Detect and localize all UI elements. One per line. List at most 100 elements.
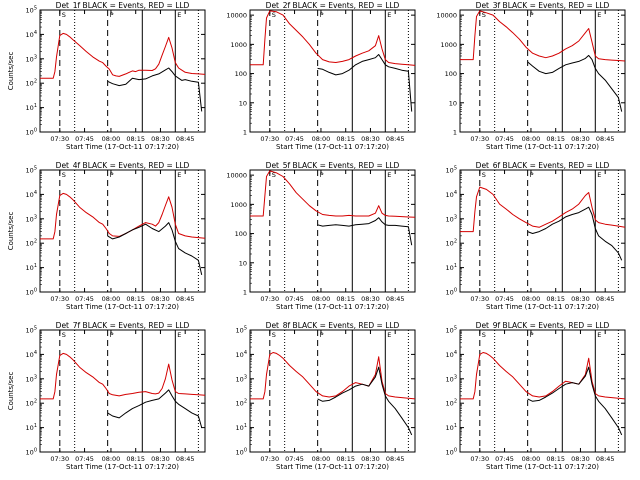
marker-letter: S	[482, 171, 486, 179]
plot-frame	[249, 169, 416, 293]
x-tick-label: 08:00	[312, 455, 331, 463]
marker-letter: E	[177, 331, 181, 339]
marker-letter: P	[320, 331, 324, 339]
x-tick-label: 07:45	[285, 135, 304, 143]
plot-frame	[39, 169, 206, 293]
series-line-events	[317, 217, 413, 246]
y-tick-label: 105	[446, 326, 457, 335]
y-tick-label: 103	[26, 54, 37, 63]
y-tick-label: 105	[26, 6, 37, 15]
marker-letter: S	[272, 11, 276, 19]
y-tick-label: 104	[236, 350, 247, 359]
x-tick-label: 08:30	[571, 455, 590, 463]
x-tick-label: 07:30	[470, 135, 489, 143]
x-tick-label: 07:45	[285, 455, 304, 463]
x-tick-label: 07:45	[285, 295, 304, 303]
marker-letter: P	[320, 171, 324, 179]
panel-title: Det_8f BLACK = Events, RED = LLD	[266, 321, 400, 330]
y-tick-label: 102	[26, 399, 37, 408]
series-line-events	[317, 366, 413, 436]
panel-title: Det_4f BLACK = Events, RED = LLD	[56, 161, 190, 170]
x-tick-label: 08:15	[336, 135, 355, 143]
series-line-events	[317, 54, 413, 112]
panel-title: Det_9f BLACK = Events, RED = LLD	[476, 321, 610, 330]
x-tick-label: 08:30	[361, 135, 380, 143]
x-tick-label: 08:15	[126, 135, 145, 143]
plot-frame	[249, 9, 416, 133]
y-tick-label: 101	[446, 263, 457, 272]
panel-det7: Det_7f BLACK = Events, RED = LLD 100 101 10…	[7, 321, 206, 471]
marker-letter: E	[387, 331, 391, 339]
x-tick-label: 08:45	[176, 455, 195, 463]
marker-letter: S	[272, 331, 276, 339]
y-tick-label: 100	[236, 448, 247, 457]
x-tick-label: 08:00	[522, 295, 541, 303]
x-tick-label: 08:30	[571, 135, 590, 143]
x-axis-label: Start Time (17-Oct-11 07:17:20)	[276, 143, 389, 151]
y-tick-label: 1	[243, 289, 247, 297]
marker-letter: P	[320, 11, 324, 19]
series-line-events	[107, 389, 203, 428]
marker-letter: P	[110, 11, 114, 19]
series-line-lld	[250, 352, 416, 400]
plot-frame	[459, 169, 626, 293]
x-tick-label: 08:00	[522, 135, 541, 143]
y-tick-label: 102	[446, 239, 457, 248]
x-tick-label: 08:45	[176, 295, 195, 303]
marker-letter: S	[482, 11, 486, 19]
panel-title: Det_3f BLACK = Events, RED = LLD	[476, 1, 610, 10]
x-axis-label: Start Time (17-Oct-11 07:17:20)	[486, 303, 599, 311]
plot-frame	[459, 329, 626, 453]
x-tick-label: 08:45	[176, 135, 195, 143]
y-tick-label: 101	[26, 263, 37, 272]
series-line-lld	[40, 32, 206, 79]
plot-frame	[39, 9, 206, 133]
x-tick-label: 08:00	[312, 135, 331, 143]
marker-letter: P	[530, 11, 534, 19]
series-line-lld	[250, 10, 416, 66]
marker-letter: P	[530, 331, 534, 339]
y-axis-label: Counts/sec	[7, 212, 15, 251]
y-tick-label: 102	[26, 239, 37, 248]
y-tick-label: 102	[446, 399, 457, 408]
y-tick-label: 1000	[230, 41, 247, 49]
panel-det6: Det_6f BLACK = Events, RED = LLD 100 101 10…	[446, 161, 626, 311]
series-line-lld	[460, 186, 626, 233]
x-tick-label: 08:45	[386, 135, 405, 143]
plot-frame	[39, 329, 206, 453]
x-tick-label: 08:15	[336, 295, 355, 303]
x-axis-label: Start Time (17-Oct-11 07:17:20)	[66, 463, 179, 471]
y-tick-label: 105	[236, 326, 247, 335]
marker-letter: E	[597, 331, 601, 339]
y-tick-label: 105	[26, 326, 37, 335]
y-tick-label: 10	[449, 99, 457, 107]
y-tick-label: 105	[446, 166, 457, 175]
marker-letter: S	[62, 331, 66, 339]
x-tick-label: 08:00	[522, 455, 541, 463]
y-tick-label: 100	[26, 448, 37, 457]
panel-title: Det_6f BLACK = Events, RED = LLD	[476, 161, 610, 170]
x-axis-label: Start Time (17-Oct-11 07:17:20)	[66, 143, 179, 151]
y-tick-label: 103	[26, 214, 37, 223]
panel-det3: Det_3f BLACK = Events, RED = LLD 1 10 100 10…	[436, 1, 626, 151]
y-tick-label: 1000	[440, 41, 457, 49]
x-tick-label: 08:45	[386, 295, 405, 303]
x-axis-label: Start Time (17-Oct-11 07:17:20)	[486, 143, 599, 151]
x-tick-label: 08:15	[336, 455, 355, 463]
panel-det8: Det_8f BLACK = Events, RED = LLD 100 101 10…	[236, 321, 416, 471]
y-tick-label: 100	[445, 70, 457, 78]
x-tick-label: 07:45	[75, 455, 94, 463]
y-tick-label: 10000	[226, 172, 247, 180]
x-tick-label: 07:30	[260, 455, 279, 463]
y-tick-label: 104	[26, 190, 37, 199]
marker-letter: S	[482, 331, 486, 339]
y-tick-label: 100	[235, 70, 247, 78]
marker-letter: E	[177, 171, 181, 179]
y-tick-label: 10	[239, 259, 247, 267]
marker-letter: E	[597, 171, 601, 179]
panel-det9: Det_9f BLACK = Events, RED = LLD 100 101 10…	[446, 321, 626, 471]
series-line-lld	[40, 352, 206, 400]
x-axis-label: Start Time (17-Oct-11 07:17:20)	[66, 303, 179, 311]
marker-letter: S	[62, 11, 66, 19]
